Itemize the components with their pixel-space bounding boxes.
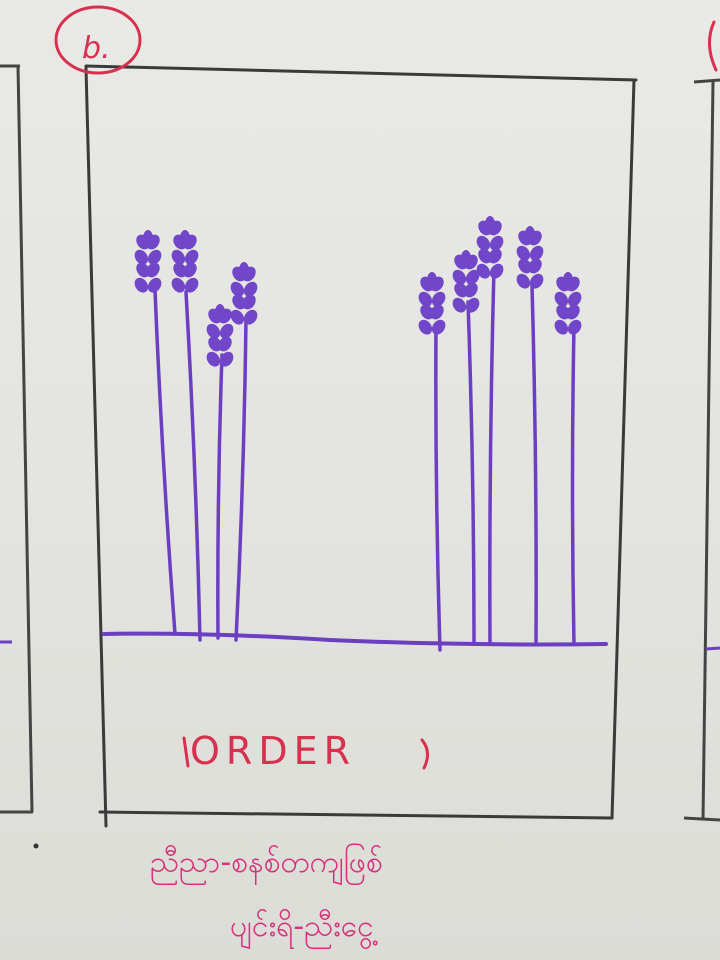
lavender-bloom-icon bbox=[206, 304, 234, 367]
lavender-bloom-icon bbox=[516, 226, 544, 289]
plants bbox=[134, 216, 582, 652]
plant-stem bbox=[216, 353, 224, 640]
lavender-bloom-icon bbox=[230, 262, 258, 325]
lavender-bloom-icon bbox=[171, 230, 199, 293]
plant-stem bbox=[434, 323, 442, 652]
lavender-bloom-icon bbox=[476, 216, 504, 279]
panel-frame bbox=[84, 64, 638, 828]
plant-stem bbox=[570, 323, 576, 646]
plant-stem bbox=[153, 288, 177, 636]
caption-text: ORDER bbox=[190, 729, 356, 773]
handwritten-note: ညီညာ-စနစ်တကျဖြစ် ပျင်းရိ-ညီးငွေ့ bbox=[150, 843, 383, 950]
ground-line bbox=[102, 631, 608, 647]
note-line-1: ညီညာ-စနစ်တကျဖြစ် bbox=[150, 843, 383, 886]
lavender-bloom-icon bbox=[554, 272, 582, 335]
caption: ORDER bbox=[182, 729, 429, 773]
plant-stem bbox=[488, 266, 496, 646]
lavender-bloom-icon bbox=[134, 230, 162, 293]
plant-stem bbox=[466, 300, 476, 644]
plant-stem bbox=[184, 290, 202, 642]
panel-label-text: b. bbox=[82, 31, 111, 66]
plant-stem bbox=[234, 316, 248, 642]
left-neighbor-frame bbox=[0, 64, 34, 814]
panel-label: b. bbox=[54, 5, 142, 75]
lavender-bloom-icon bbox=[452, 250, 480, 313]
plant-stem bbox=[530, 283, 538, 646]
lavender-bloom-icon bbox=[418, 272, 446, 335]
right-neighbor-frame bbox=[683, 20, 720, 822]
marker-dot bbox=[33, 843, 39, 849]
note-line-2: ပျင်းရိ-ညီးငွေ့ bbox=[230, 909, 377, 950]
